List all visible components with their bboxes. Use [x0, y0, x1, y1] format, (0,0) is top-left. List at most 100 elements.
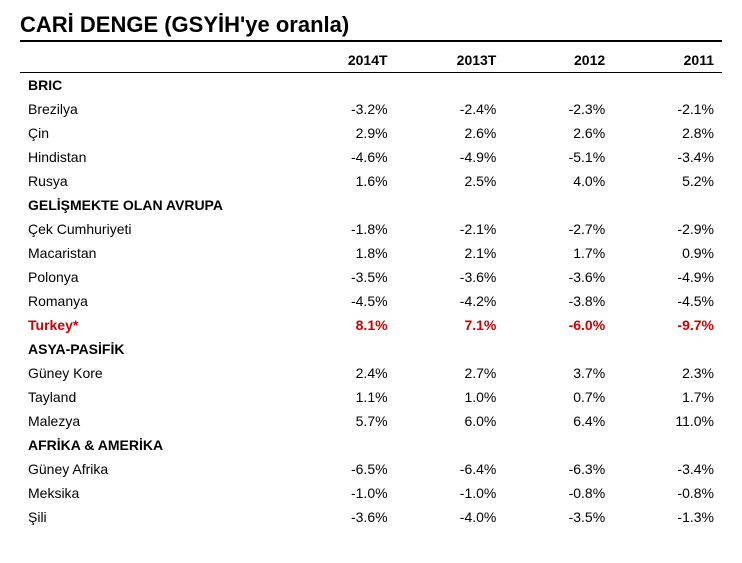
row-name: Brezilya	[20, 97, 287, 121]
row-name: Polonya	[20, 265, 287, 289]
row-value: 2.8%	[613, 121, 722, 145]
row-value: -6.5%	[287, 457, 396, 481]
row-value: 8.1%	[287, 313, 396, 337]
row-value: 1.6%	[287, 169, 396, 193]
table-row: Meksika-1.0%-1.0%-0.8%-0.8%	[20, 481, 722, 505]
row-value: 6.0%	[396, 409, 505, 433]
section-name: BRIC	[20, 73, 722, 98]
row-value: 2.6%	[504, 121, 613, 145]
row-value: 1.8%	[287, 241, 396, 265]
row-value: -2.3%	[504, 97, 613, 121]
row-value: 4.0%	[504, 169, 613, 193]
row-value: 2.7%	[396, 361, 505, 385]
row-name: Hindistan	[20, 145, 287, 169]
row-value: -1.3%	[613, 505, 722, 529]
col-header-name	[20, 48, 287, 73]
row-value: 6.4%	[504, 409, 613, 433]
row-value: -3.6%	[396, 265, 505, 289]
row-value: -6.0%	[504, 313, 613, 337]
row-value: 1.1%	[287, 385, 396, 409]
data-table: 2014T 2013T 2012 2011 BRICBrezilya-3.2%-…	[20, 48, 722, 529]
row-value: -6.4%	[396, 457, 505, 481]
row-value: 1.7%	[613, 385, 722, 409]
section-header: ASYA-PASİFİK	[20, 337, 722, 361]
row-name: Çek Cumhuriyeti	[20, 217, 287, 241]
row-value: -1.0%	[396, 481, 505, 505]
row-name: Şili	[20, 505, 287, 529]
col-header-2011: 2011	[613, 48, 722, 73]
section-header: AFRİKA & AMERİKA	[20, 433, 722, 457]
section-name: ASYA-PASİFİK	[20, 337, 722, 361]
col-header-2014T: 2014T	[287, 48, 396, 73]
row-value: -4.5%	[287, 289, 396, 313]
table-row: Macaristan1.8%2.1%1.7%0.9%	[20, 241, 722, 265]
table-row: Güney Afrika-6.5%-6.4%-6.3%-3.4%	[20, 457, 722, 481]
table-row: Hindistan-4.6%-4.9%-5.1%-3.4%	[20, 145, 722, 169]
row-name: Güney Afrika	[20, 457, 287, 481]
section-name: AFRİKA & AMERİKA	[20, 433, 722, 457]
row-value: -3.4%	[613, 145, 722, 169]
row-value: 7.1%	[396, 313, 505, 337]
row-value: 2.6%	[396, 121, 505, 145]
table-row: Güney Kore2.4%2.7%3.7%2.3%	[20, 361, 722, 385]
row-value: 11.0%	[613, 409, 722, 433]
row-value: 1.0%	[396, 385, 505, 409]
row-value: 2.3%	[613, 361, 722, 385]
row-value: -1.8%	[287, 217, 396, 241]
row-name: Romanya	[20, 289, 287, 313]
row-value: -3.6%	[287, 505, 396, 529]
row-value: -9.7%	[613, 313, 722, 337]
row-value: 3.7%	[504, 361, 613, 385]
table-row: Romanya-4.5%-4.2%-3.8%-4.5%	[20, 289, 722, 313]
row-value: 0.7%	[504, 385, 613, 409]
row-value: -3.5%	[504, 505, 613, 529]
row-value: 2.9%	[287, 121, 396, 145]
col-header-2013T: 2013T	[396, 48, 505, 73]
row-value: -3.2%	[287, 97, 396, 121]
section-header: GELİŞMEKTE OLAN AVRUPA	[20, 193, 722, 217]
row-value: -2.1%	[613, 97, 722, 121]
table-row: Şili-3.6%-4.0%-3.5%-1.3%	[20, 505, 722, 529]
row-value: -4.6%	[287, 145, 396, 169]
row-value: -2.4%	[396, 97, 505, 121]
row-value: -3.6%	[504, 265, 613, 289]
row-name: Meksika	[20, 481, 287, 505]
row-value: -0.8%	[504, 481, 613, 505]
table-row: Çin2.9%2.6%2.6%2.8%	[20, 121, 722, 145]
row-name: Malezya	[20, 409, 287, 433]
header-row: 2014T 2013T 2012 2011	[20, 48, 722, 73]
table-body: BRICBrezilya-3.2%-2.4%-2.3%-2.1%Çin2.9%2…	[20, 73, 722, 530]
row-value: -4.2%	[396, 289, 505, 313]
section-name: GELİŞMEKTE OLAN AVRUPA	[20, 193, 722, 217]
page-title: CARİ DENGE (GSYİH'ye oranla)	[20, 12, 722, 42]
row-name: Güney Kore	[20, 361, 287, 385]
row-value: 2.1%	[396, 241, 505, 265]
row-value: -2.1%	[396, 217, 505, 241]
row-value: -3.5%	[287, 265, 396, 289]
row-value: 2.4%	[287, 361, 396, 385]
row-value: -5.1%	[504, 145, 613, 169]
row-value: -4.9%	[396, 145, 505, 169]
col-header-2012: 2012	[504, 48, 613, 73]
row-value: 0.9%	[613, 241, 722, 265]
row-name: Tayland	[20, 385, 287, 409]
row-value: 1.7%	[504, 241, 613, 265]
row-name: Çin	[20, 121, 287, 145]
row-value: -3.8%	[504, 289, 613, 313]
table-row: Rusya1.6%2.5%4.0%5.2%	[20, 169, 722, 193]
row-value: -1.0%	[287, 481, 396, 505]
row-value: -6.3%	[504, 457, 613, 481]
row-value: 5.2%	[613, 169, 722, 193]
row-value: 2.5%	[396, 169, 505, 193]
row-value: -2.7%	[504, 217, 613, 241]
table-row: Malezya5.7%6.0%6.4%11.0%	[20, 409, 722, 433]
table-row: Turkey*8.1%7.1%-6.0%-9.7%	[20, 313, 722, 337]
row-value: 5.7%	[287, 409, 396, 433]
row-value: -3.4%	[613, 457, 722, 481]
row-value: -0.8%	[613, 481, 722, 505]
row-value: -4.0%	[396, 505, 505, 529]
row-name: Turkey*	[20, 313, 287, 337]
row-name: Rusya	[20, 169, 287, 193]
row-value: -4.5%	[613, 289, 722, 313]
table-row: Brezilya-3.2%-2.4%-2.3%-2.1%	[20, 97, 722, 121]
